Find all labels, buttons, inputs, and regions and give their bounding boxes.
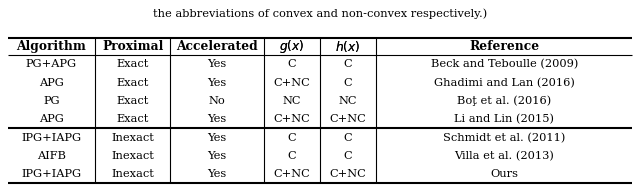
Text: Exact: Exact — [116, 96, 148, 106]
Text: Yes: Yes — [207, 114, 227, 124]
Text: Yes: Yes — [207, 151, 227, 161]
Text: Yes: Yes — [207, 78, 227, 88]
Text: C: C — [344, 133, 353, 143]
Text: $\mathit{h}(x)$: $\mathit{h}(x)$ — [335, 39, 361, 54]
Text: Algorithm: Algorithm — [17, 40, 86, 53]
Text: Exact: Exact — [116, 60, 148, 70]
Text: Yes: Yes — [207, 169, 227, 179]
Text: the abbreviations of convex and non-convex respectively.): the abbreviations of convex and non-conv… — [153, 8, 487, 19]
Text: No: No — [209, 96, 225, 106]
Text: C: C — [287, 151, 296, 161]
Text: Inexact: Inexact — [111, 133, 154, 143]
Text: IPG+IAPG: IPG+IAPG — [21, 169, 81, 179]
Text: Inexact: Inexact — [111, 169, 154, 179]
Text: C: C — [344, 78, 353, 88]
Text: $\mathit{g}(x)$: $\mathit{g}(x)$ — [279, 38, 305, 55]
Text: APG: APG — [39, 114, 64, 124]
Text: $g(x)$: $g(x)$ — [279, 38, 305, 55]
Text: C+NC: C+NC — [330, 169, 367, 179]
Text: C: C — [287, 60, 296, 70]
Text: $h(x)$: $h(x)$ — [335, 39, 361, 54]
Text: C+NC: C+NC — [273, 169, 310, 179]
Text: Ghadimi and Lan (2016): Ghadimi and Lan (2016) — [434, 78, 575, 88]
Text: Yes: Yes — [207, 60, 227, 70]
Text: Yes: Yes — [207, 133, 227, 143]
Text: Reference: Reference — [469, 40, 540, 53]
Text: APG: APG — [39, 78, 64, 88]
Text: C: C — [344, 60, 353, 70]
Text: NC: NC — [339, 96, 357, 106]
Text: Schmidt et al. (2011): Schmidt et al. (2011) — [443, 132, 566, 143]
Text: C+NC: C+NC — [330, 114, 367, 124]
Text: Boţ et al. (2016): Boţ et al. (2016) — [457, 96, 552, 106]
Text: AIFB: AIFB — [37, 151, 66, 161]
Text: C: C — [344, 151, 353, 161]
Text: PG: PG — [43, 96, 60, 106]
Text: C: C — [287, 133, 296, 143]
Text: NC: NC — [283, 96, 301, 106]
Text: C+NC: C+NC — [273, 114, 310, 124]
Text: Ours: Ours — [490, 169, 518, 179]
Text: Exact: Exact — [116, 78, 148, 88]
Text: Beck and Teboulle (2009): Beck and Teboulle (2009) — [431, 59, 578, 70]
Text: IPG+IAPG: IPG+IAPG — [21, 133, 81, 143]
Text: Inexact: Inexact — [111, 151, 154, 161]
Text: PG+APG: PG+APG — [26, 60, 77, 70]
Text: C+NC: C+NC — [273, 78, 310, 88]
Text: Accelerated: Accelerated — [176, 40, 258, 53]
Text: Exact: Exact — [116, 114, 148, 124]
Text: Proximal: Proximal — [102, 40, 163, 53]
Text: Villa et al. (2013): Villa et al. (2013) — [454, 151, 554, 161]
Text: Li and Lin (2015): Li and Lin (2015) — [454, 114, 554, 125]
